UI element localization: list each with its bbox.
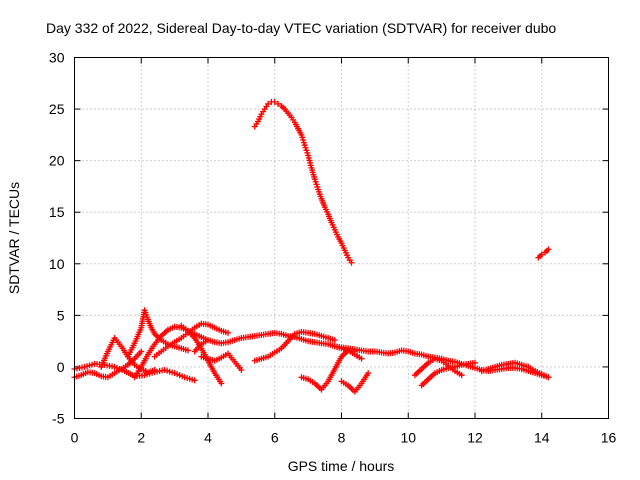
data-point (271, 98, 278, 105)
data-point (358, 355, 365, 362)
data-point (191, 377, 198, 384)
series-arc-j (251, 328, 338, 364)
x-tick-label: 6 (271, 430, 279, 446)
x-tick-label: 10 (400, 430, 416, 446)
series-arc-o (418, 359, 478, 389)
x-tick-label: 16 (601, 430, 617, 446)
series-arc-n (411, 355, 465, 379)
series-arc-i (198, 350, 245, 374)
data-point (225, 329, 232, 336)
series-arc-late (535, 246, 552, 261)
grid-layer (74, 57, 609, 419)
data-point (472, 359, 478, 366)
series-arc-p (478, 359, 552, 381)
data-point (331, 337, 338, 344)
x-tick-label: 8 (338, 430, 346, 446)
y-axis-label: SDTVAR / TECUs (6, 182, 22, 294)
series-arc-b (71, 360, 198, 384)
points-layer (71, 98, 552, 395)
data-point (265, 100, 272, 107)
series-arc-f (151, 320, 232, 360)
data-point (458, 372, 465, 379)
data-point (545, 374, 552, 381)
data-point (348, 259, 355, 266)
plot-frame (74, 57, 609, 419)
data-point (538, 251, 545, 258)
y-tick-label: 15 (49, 204, 65, 220)
y-tick-label: 10 (49, 256, 65, 272)
x-axis-label: GPS time / hours (288, 458, 395, 474)
series-arc-l (338, 370, 372, 395)
data-point (545, 246, 552, 253)
series-arc-k (298, 347, 365, 393)
x-tick-label: 12 (467, 430, 483, 446)
data-point (275, 100, 282, 107)
series-arc-g (178, 322, 225, 387)
x-tick-label: 14 (534, 430, 550, 446)
y-tick-label: -5 (52, 411, 65, 427)
data-point (238, 367, 245, 374)
data-point (218, 380, 225, 387)
data-point (184, 347, 191, 354)
data-point (151, 367, 158, 374)
y-tick-label: 25 (49, 101, 65, 117)
y-tick-label: 20 (49, 153, 65, 169)
series-arc-d (124, 307, 191, 360)
data-point (138, 348, 145, 355)
data-point (365, 370, 372, 377)
x-tick-label: 2 (137, 430, 145, 446)
chart-title: Day 332 of 2022, Sidereal Day-to-day VTE… (46, 20, 556, 36)
x-tick-label: 4 (204, 430, 212, 446)
y-tick-label: 0 (57, 359, 65, 375)
x-tick-label: 0 (71, 430, 79, 446)
y-tick-label: 5 (57, 307, 65, 323)
series-arc-high (251, 98, 355, 266)
y-tick-label: 30 (49, 50, 65, 66)
